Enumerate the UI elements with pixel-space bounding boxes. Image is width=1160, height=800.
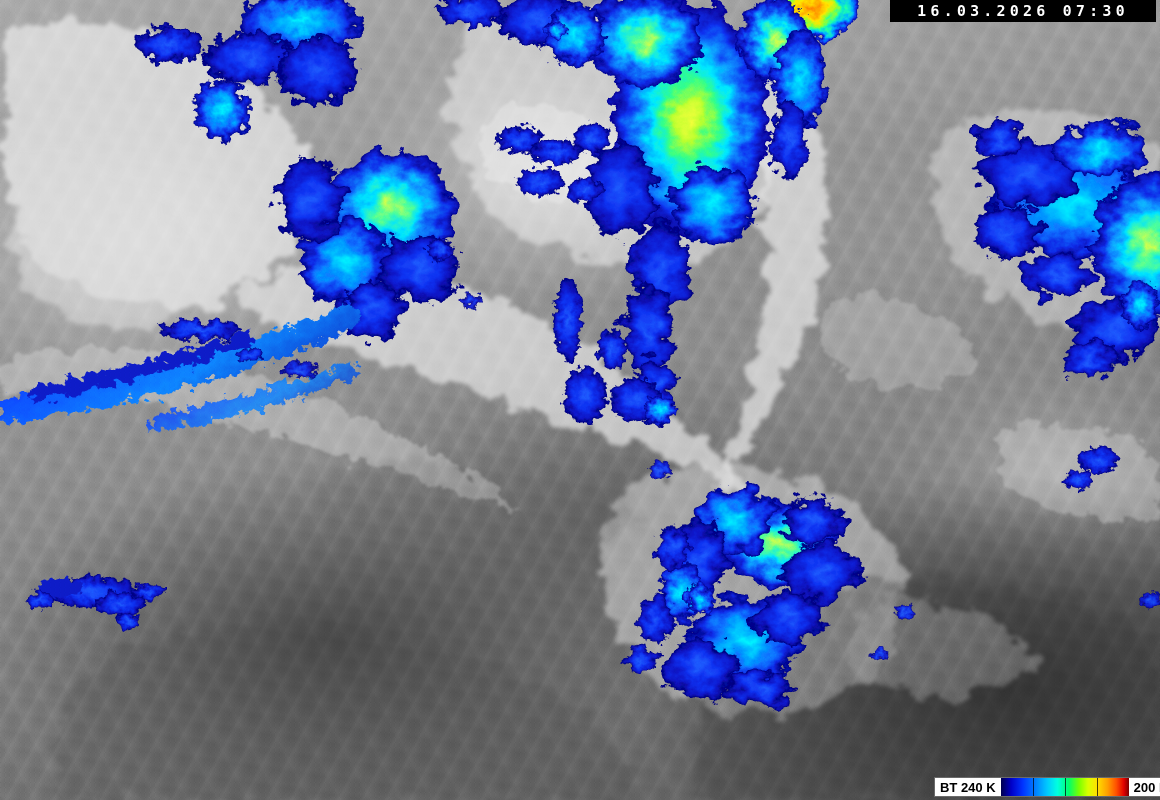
region-north-east-overshooting-top <box>739 0 860 180</box>
colorbar-tick-3 <box>1096 778 1098 796</box>
region-north-west-frontal-band <box>0 300 362 432</box>
colorbar-min-label: BT 240 K <box>935 778 1001 796</box>
region-north-central-convective-core <box>586 0 768 424</box>
region-micro-cells <box>236 22 1160 661</box>
region-southern-comma-tail <box>662 592 826 710</box>
colorbar-gradient-ramp <box>1000 778 1129 796</box>
region-north-stream-cells <box>136 0 605 140</box>
colorbar-tick-1 <box>1032 778 1034 796</box>
region-south-west-scattered-cells <box>26 576 164 630</box>
region-southern-comma-head <box>674 486 860 602</box>
timestamp-overlay: 16.03.2026 07:30 <box>890 0 1156 22</box>
region-southern-inner-cells <box>624 526 714 674</box>
region-east-small-cells <box>1064 281 1158 490</box>
colorbar-tick-2 <box>1064 778 1066 796</box>
region-central-speckle-cells <box>498 122 676 424</box>
colorbar-legend: BT 240 K 200 K <box>934 777 1160 797</box>
colorbar-max-label: 200 K <box>1128 778 1160 796</box>
region-east-flank-band <box>974 120 1160 378</box>
